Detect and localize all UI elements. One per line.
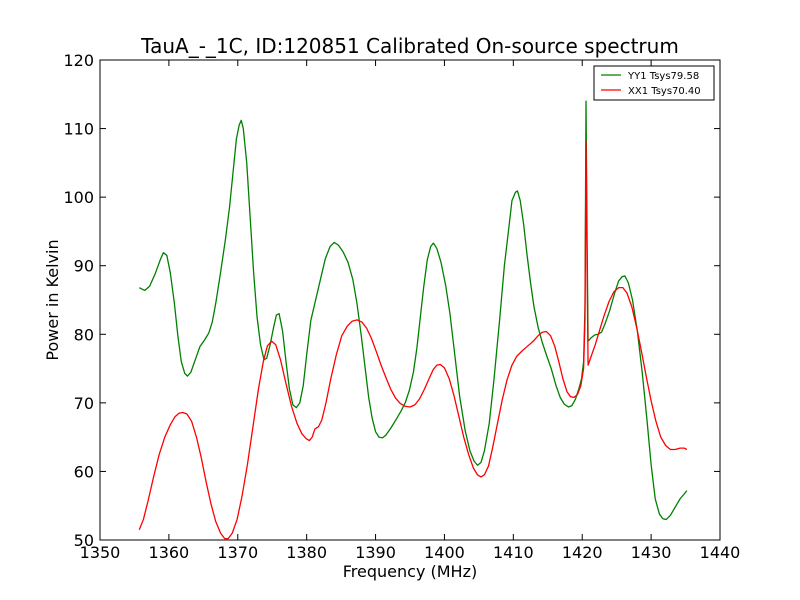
legend-label-xx1: XX1 Tsys70.40 (628, 86, 701, 97)
y-tick-label: 50 (74, 531, 94, 550)
plot-area-frame (99, 59, 721, 541)
y-tick-label: 90 (74, 257, 94, 276)
x-tick-label: 1380 (286, 543, 327, 562)
x-tick-label: 1410 (493, 543, 534, 562)
series-line-yy1 (138, 100, 688, 521)
series-layer (138, 100, 688, 540)
x-tick-label: 1430 (631, 543, 672, 562)
ticks-layer: 1350 1360 1370 1380 1390 1400 1410 1420 1430 1440… (63, 51, 740, 562)
y-axis-label: Power in Kelvin (43, 239, 62, 360)
x-tick-label: 1440 (700, 543, 741, 562)
legend-label-yy1: YY1 Tsys79.58 (627, 71, 699, 82)
y-tick-label: 60 (74, 462, 94, 481)
chart-title: TauA_-_1C, ID:120851 Calibrated On-sourc… (140, 34, 679, 58)
x-tick-label: 1370 (217, 543, 258, 562)
x-axis-label: Frequency (MHz) (343, 562, 477, 581)
y-tick-label: 70 (74, 394, 94, 413)
x-tick-label: 1350 (80, 543, 121, 562)
y-tick-label: 120 (63, 51, 94, 70)
series-line-xx1 (138, 141, 688, 540)
legend: YY1 Tsys79.58 XX1 Tsys70.40 (593, 65, 715, 101)
legend-box (593, 65, 715, 101)
x-tick-label: 1390 (355, 543, 396, 562)
x-tick-label: 1400 (424, 543, 465, 562)
x-tick-label: 1360 (149, 543, 190, 562)
y-tick-label: 100 (63, 188, 94, 207)
x-tick-label: 1420 (562, 543, 603, 562)
y-tick-label: 80 (74, 325, 94, 344)
y-tick-label: 110 (63, 120, 94, 139)
